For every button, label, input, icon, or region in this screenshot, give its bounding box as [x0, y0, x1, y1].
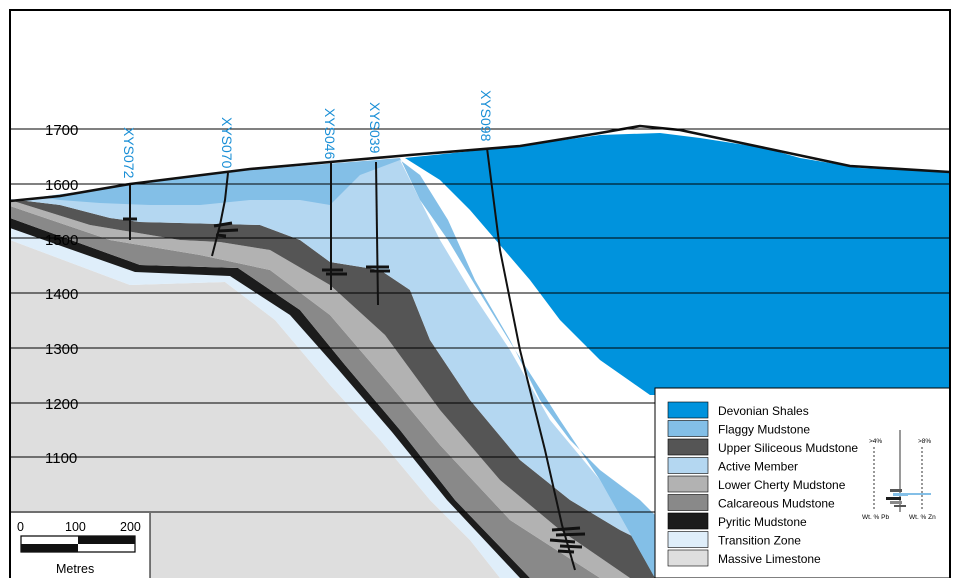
elevation-label: 1400 — [45, 286, 78, 303]
legend-swatch — [667, 494, 709, 511]
legend-swatch — [667, 438, 709, 456]
unit-devonian-shales — [405, 133, 950, 395]
drillhole-label: XYS072 — [121, 127, 137, 179]
elevation-label: 1200 — [45, 396, 78, 413]
drillhole-labels: XYS072 XYS070 XYS046 XYS039 XYS098 — [121, 90, 494, 179]
scale-tick-label: 0 — [17, 520, 24, 534]
pb-threshold: >4% — [869, 438, 882, 445]
unit-upper-siliceous-mudstone — [10, 199, 715, 578]
assay-inset: >4% >8% Wt. % Pb Wt. % Zn — [862, 430, 936, 521]
legend-swatch — [667, 531, 709, 548]
legend-label: Transition Zone — [718, 534, 801, 548]
scale-tick-label: 100 — [65, 520, 86, 534]
legend-swatch — [667, 457, 709, 474]
scale-tick-label: 200 — [120, 520, 141, 534]
legend-swatch — [667, 549, 709, 567]
drillhole-label: XYS098 — [478, 90, 494, 142]
pb-axis-label: Wt. % Pb — [862, 514, 889, 521]
drillhole-xys070[interactable] — [211, 172, 239, 257]
legend-label: Devonian Shales — [718, 404, 809, 418]
unit-pyritic-mudstone — [10, 218, 530, 578]
legend-label: Lower Cherty Mudstone — [718, 478, 846, 492]
legend: Devonian Shales Flaggy Mudstone Upper Sili… — [654, 387, 951, 578]
legend-label: Upper Siliceous Mudstone — [718, 441, 858, 455]
geology-layers — [10, 133, 950, 578]
drillhole-label: XYS046 — [322, 108, 338, 160]
drillholes — [123, 147, 586, 571]
unit-flaggy-mudstone — [40, 158, 700, 578]
unit-massive-limestone — [10, 240, 500, 578]
elevation-label: 1700 — [45, 122, 78, 139]
elevation-label: 1500 — [45, 232, 78, 249]
drillhole-label: XYS039 — [367, 102, 383, 154]
zn-axis-label: Wt. % Zn — [909, 514, 936, 521]
legend-swatch — [667, 401, 709, 419]
unit-calcareous-mudstone — [10, 206, 600, 578]
drillhole-xys046[interactable] — [322, 163, 347, 290]
drillhole-label: XYS070 — [219, 117, 235, 169]
elevation-label: 1100 — [45, 450, 77, 467]
drillhole-xys098[interactable] — [486, 147, 586, 571]
legend-label: Calcareous Mudstone — [718, 497, 835, 511]
legend-label: Massive Limestone — [718, 552, 821, 566]
scale-bar: 0 100 200 Metres — [10, 513, 151, 578]
legend-label: Pyritic Mudstone — [718, 515, 807, 529]
legend-label: Active Member — [718, 460, 798, 474]
legend-swatch — [667, 475, 709, 493]
legend-label: Flaggy Mudstone — [718, 423, 810, 437]
scale-unit: Metres — [56, 562, 94, 576]
elevation-label: 1600 — [45, 177, 78, 194]
unit-active-member — [10, 160, 715, 578]
zn-threshold: >8% — [918, 438, 931, 445]
legend-swatch — [667, 420, 709, 437]
elevation-label: 1300 — [45, 341, 78, 358]
drillhole-xys039[interactable] — [366, 161, 390, 306]
frame — [9, 9, 951, 578]
drillhole-xys072[interactable] — [123, 185, 137, 240]
elevation-axis: 1700 1600 1500 1400 1300 1200 1100 — [45, 122, 78, 467]
legend-swatch — [667, 512, 709, 530]
